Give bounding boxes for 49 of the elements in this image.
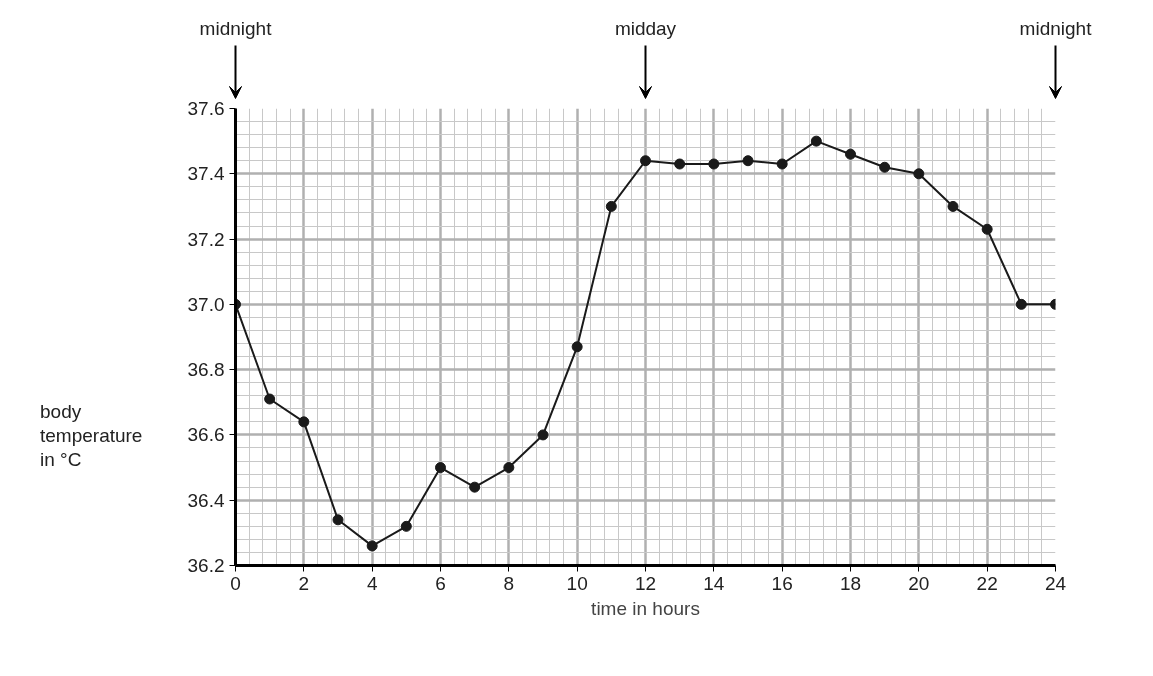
point [503,462,515,474]
point [605,200,617,212]
point [742,155,754,167]
x-tick-label: 18 [839,572,862,594]
point [776,158,788,170]
point [537,429,549,441]
point [845,148,856,160]
y-tick-label: 36.4 [187,489,225,511]
y-tick-label: 37.6 [187,98,225,119]
point [400,520,412,532]
point [810,135,822,147]
text: midnight [199,18,273,39]
x-tick-label: 20 [908,572,930,594]
point [298,416,310,428]
x-tick-label: 4 [366,572,378,594]
y-tick-label: 36.6 [187,424,225,446]
point [981,223,993,235]
x-tick-label: 12 [634,572,657,594]
x-tick-label: 2 [298,572,310,594]
point [264,393,276,405]
x-tick-label: 10 [566,572,588,594]
y-axis-title: body temperature in °C [40,400,143,472]
point [571,341,583,353]
y-tick-label: 36.2 [187,555,225,576]
y-tick-label: 37.2 [187,228,225,250]
y-tick-label: 37.0 [187,293,225,315]
point [1015,298,1027,310]
text: midnight [1019,18,1093,39]
point [435,462,446,474]
point [879,161,891,173]
x-tick-label: 8 [503,572,515,594]
point [913,168,925,180]
x-tick-label: 22 [976,572,998,594]
x-tick-label: 0 [230,572,241,594]
y-tick-label: 36.8 [187,359,225,381]
point [708,158,720,170]
x-tick-label: 6 [435,572,446,594]
x-tick-label: 14 [703,572,725,594]
point [332,514,344,526]
point [366,540,378,552]
x-tick-label: 16 [771,572,793,594]
text: midday [614,18,677,39]
y-tick-label: 37.4 [187,163,225,185]
point [469,481,481,493]
point [947,200,959,212]
point [640,155,651,167]
x-axis-title: time in hours [591,597,700,619]
x-tick-label: 24 [1044,572,1067,594]
point [674,158,686,170]
